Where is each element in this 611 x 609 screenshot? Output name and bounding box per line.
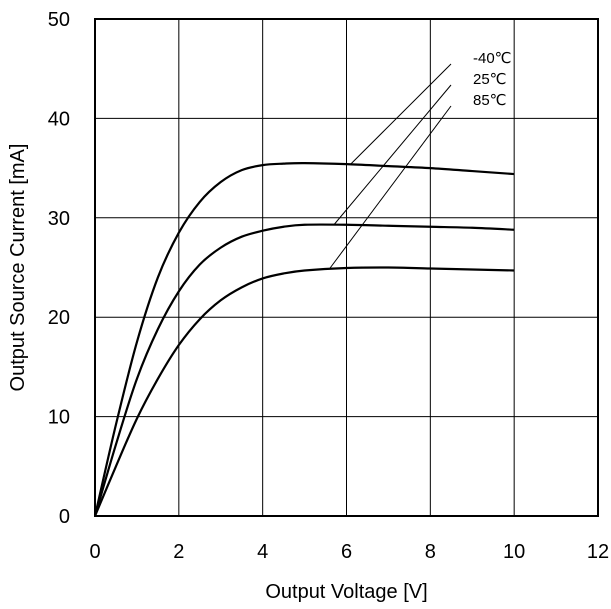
y-tick-label: 40 <box>48 108 70 130</box>
legend-label: -40℃ <box>473 50 512 67</box>
x-tick-label: 4 <box>257 541 268 563</box>
legend-leader-line <box>350 63 452 165</box>
x-tick-label: 10 <box>503 541 525 563</box>
plot-frame <box>94 18 599 517</box>
series-line-2 <box>93 223 515 517</box>
x-tick-label: 6 <box>341 541 352 563</box>
legend-leader-line <box>329 105 452 269</box>
series-line-1 <box>93 162 515 517</box>
y-tick-label: 20 <box>48 307 70 329</box>
legend-label: 85℃ <box>473 92 507 109</box>
y-tick-label: 50 <box>48 9 70 31</box>
x-tick-label: 8 <box>425 541 436 563</box>
y-tick-label: 10 <box>48 407 70 429</box>
x-tick-label: 12 <box>587 541 609 563</box>
series-line-3 <box>93 266 515 517</box>
series-group <box>93 162 515 517</box>
legend-leader-line <box>333 84 452 226</box>
grid <box>95 19 598 516</box>
y-tick-label: 0 <box>59 506 70 528</box>
legend: -40℃ 25℃ 85℃ <box>329 50 512 269</box>
legend-label: 25℃ <box>473 71 507 88</box>
x-axis-title: Output Voltage [V] <box>265 581 427 603</box>
x-tick-label: 0 <box>89 541 100 563</box>
x-tick-label: 2 <box>173 541 184 563</box>
y-axis-title: Output Source Current [mA] <box>7 144 29 392</box>
tick-labels: 0 2 4 6 8 10 12 0 10 20 30 40 50 <box>48 9 609 563</box>
y-tick-label: 30 <box>48 208 70 230</box>
